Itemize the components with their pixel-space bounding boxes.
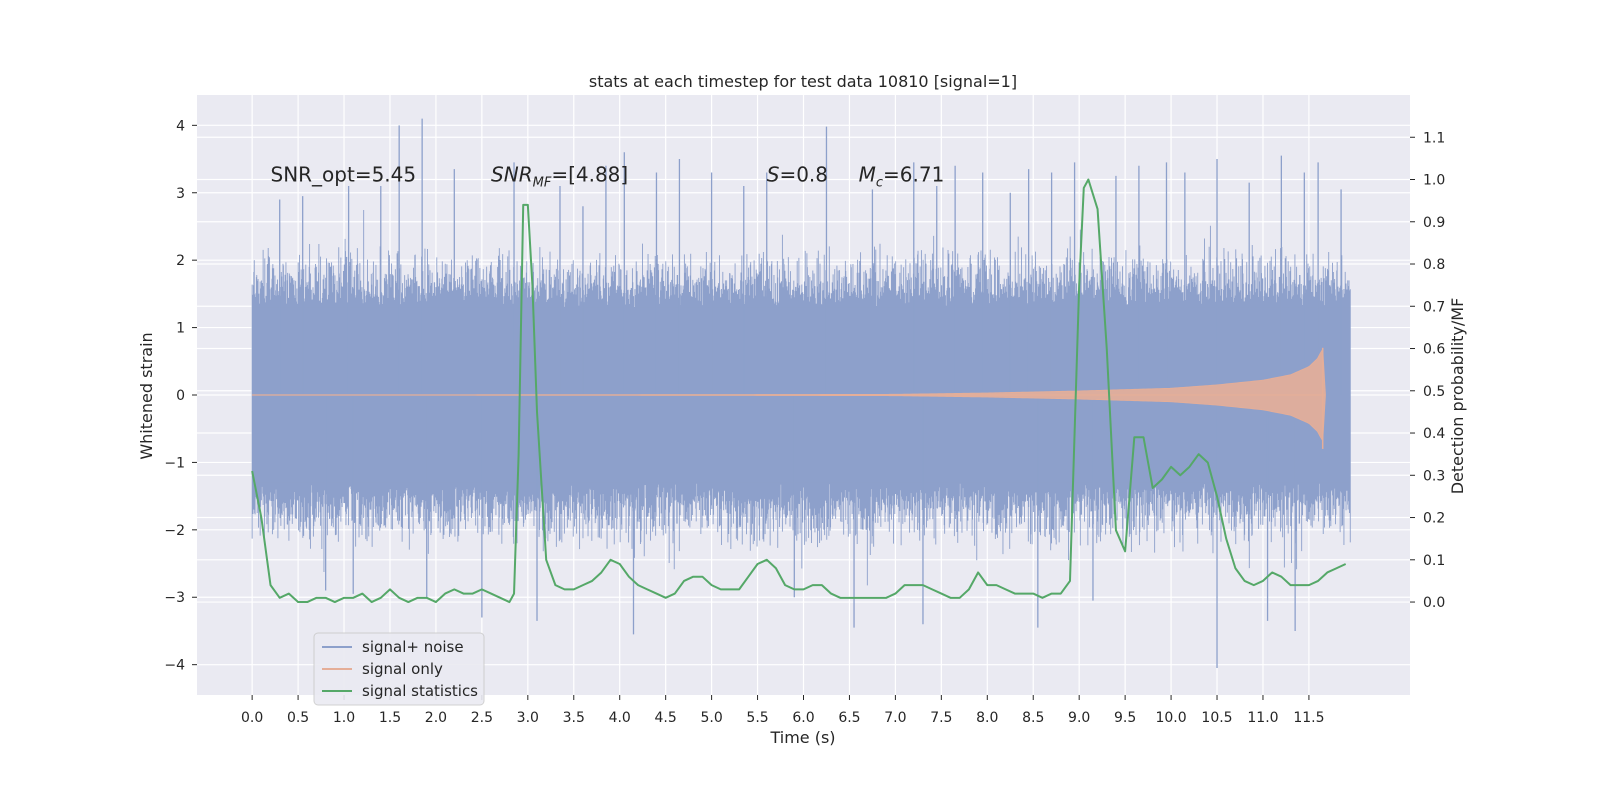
annotation-3: S=0.8: [767, 163, 828, 187]
x-axis-ticks: 0.0 0.5 1.0 1.5 2.0 2.5 3.0 3.5 4.0 4.5 5.0 5.5 6.0 6…: [241, 695, 1325, 726]
legend-item-signal-only: signal only: [322, 660, 443, 678]
series-signal-only: [252, 347, 1326, 449]
right-y-tick-label: 0.5: [1423, 384, 1445, 400]
right-y-axis-ticks: 0.0 0.1 0.2 0.3 0.4 0.5 0.6 0.7 0.8 0.9 1.0 1.1: [1410, 130, 1445, 611]
annotation-1: SNR_opt=5.45: [271, 163, 417, 187]
y-tick-label: 1: [176, 321, 185, 337]
x-tick-label: 3.5: [563, 710, 585, 726]
y-tick-label: 4: [176, 118, 185, 134]
y-tick-label: 0: [176, 388, 185, 404]
legend-label-signal-plus-noise: signal+ noise: [362, 638, 464, 656]
right-y-tick-label: 0.8: [1423, 257, 1445, 273]
annotation-2: SNRMF=[4.88]: [491, 163, 628, 191]
right-y-tick-label: 0.9: [1423, 215, 1445, 231]
x-tick-label: 5.5: [746, 710, 768, 726]
x-tick-label: 8.5: [1022, 710, 1044, 726]
right-y-axis-label: Detection probability/MF: [1448, 298, 1467, 495]
right-y-tick-label: 0.0: [1423, 595, 1445, 611]
x-tick-label: 1.0: [333, 710, 355, 726]
x-axis-label: Time (s): [769, 728, 835, 747]
y-tick-label: 3: [176, 186, 185, 202]
statistics-line: [251, 178, 1347, 604]
x-tick-label: 10.0: [1155, 710, 1186, 726]
right-y-tick-label: 0.2: [1423, 511, 1445, 527]
legend-item-signal-statistics: signal statistics: [322, 682, 478, 700]
x-tick-label: 4.5: [655, 710, 677, 726]
y-tick-label: 2: [176, 253, 185, 269]
legend: signal+ noise signal only signal statist…: [313, 632, 485, 706]
x-tick-label: 2.5: [471, 710, 493, 726]
x-tick-label: 5.0: [700, 710, 722, 726]
right-y-tick-label: 0.6: [1423, 342, 1445, 358]
annotation-4: Mc=6.71: [859, 163, 945, 191]
x-tick-label: 1.5: [379, 710, 401, 726]
x-tick-label: 0.5: [287, 710, 309, 726]
x-tick-label: 10.5: [1201, 710, 1232, 726]
x-tick-label: 0.0: [241, 710, 263, 726]
right-y-tick-label: 0.7: [1423, 299, 1445, 315]
x-tick-label: 11.5: [1293, 710, 1324, 726]
legend-label-signal-statistics: signal statistics: [362, 682, 478, 700]
chart-title: stats at each timestep for test data 108…: [589, 72, 1017, 91]
right-y-tick-label: 0.1: [1423, 553, 1445, 569]
legend-item-signal-plus-noise: signal+ noise: [322, 638, 464, 656]
left-y-axis-ticks: −4 −3 −2 −1 0 1 2 3 4: [164, 118, 197, 674]
x-tick-label: 4.0: [609, 710, 631, 726]
x-tick-label: 8.0: [976, 710, 998, 726]
x-tick-label: 7.0: [884, 710, 906, 726]
x-tick-label: 9.0: [1068, 710, 1090, 726]
x-tick-label: 7.5: [930, 710, 952, 726]
x-tick-label: 3.0: [517, 710, 539, 726]
legend-label-signal-only: signal only: [362, 660, 443, 678]
right-y-tick-label: 0.4: [1423, 426, 1445, 442]
annotations: SNR_opt=5.45 SNRMF=[4.88] S=0.8 Mc=6.71: [271, 163, 945, 191]
left-y-axis-label: Whitened strain: [137, 332, 156, 459]
y-tick-label: −2: [164, 523, 185, 539]
y-tick-label: −1: [164, 455, 185, 471]
x-tick-label: 6.5: [838, 710, 860, 726]
series-signal-statistics: [251, 178, 1347, 604]
right-y-tick-label: 1.0: [1423, 173, 1445, 189]
y-tick-label: −3: [164, 590, 185, 606]
x-tick-label: 9.5: [1114, 710, 1136, 726]
y-tick-label: −4: [164, 658, 185, 674]
right-y-tick-label: 1.1: [1423, 130, 1445, 146]
x-tick-label: 2.0: [425, 710, 447, 726]
plot-area: [197, 95, 1410, 695]
x-tick-label: 6.0: [792, 710, 814, 726]
x-tick-label: 11.0: [1247, 710, 1278, 726]
right-y-tick-label: 0.3: [1423, 468, 1445, 484]
legend-frame: [313, 632, 485, 706]
